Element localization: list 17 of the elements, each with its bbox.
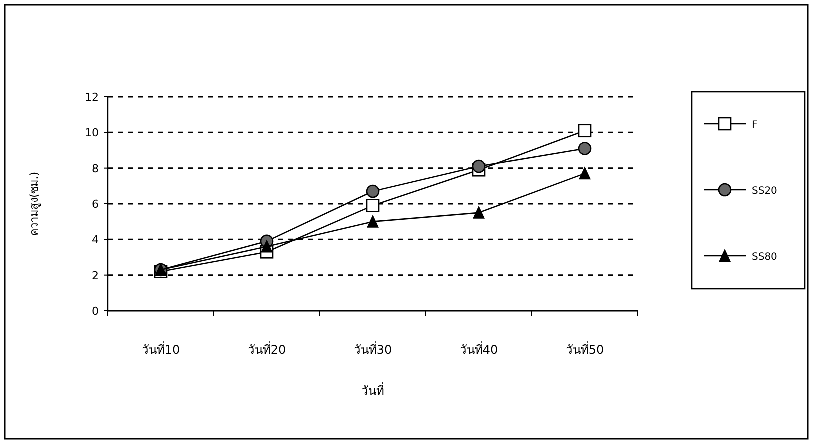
y-tick-label: 10 bbox=[85, 126, 99, 140]
y-tick-label: 0 bbox=[92, 305, 99, 318]
x-tick-label: วันที่50 bbox=[566, 341, 604, 357]
y-tick-label: 12 bbox=[85, 91, 99, 104]
x-tick-label: วันที่20 bbox=[248, 341, 286, 357]
y-axis-title: ความสูง(ซม.) bbox=[28, 172, 41, 236]
x-tick-label: วันที่10 bbox=[142, 341, 180, 357]
y-tick-label: 2 bbox=[92, 269, 99, 282]
y-tick-label: 4 bbox=[92, 234, 99, 247]
x-tick-label: วันที่30 bbox=[354, 341, 392, 357]
y-tick-label: 8 bbox=[92, 162, 99, 176]
legend-label: F bbox=[752, 120, 758, 131]
x-axis-title: วันที่ bbox=[362, 382, 384, 398]
x-tick-label: วันที่40 bbox=[460, 341, 498, 357]
legend-label: SS20 bbox=[752, 186, 778, 197]
legend-label: SS80 bbox=[752, 252, 778, 263]
y-tick-label: 6 bbox=[92, 198, 99, 211]
